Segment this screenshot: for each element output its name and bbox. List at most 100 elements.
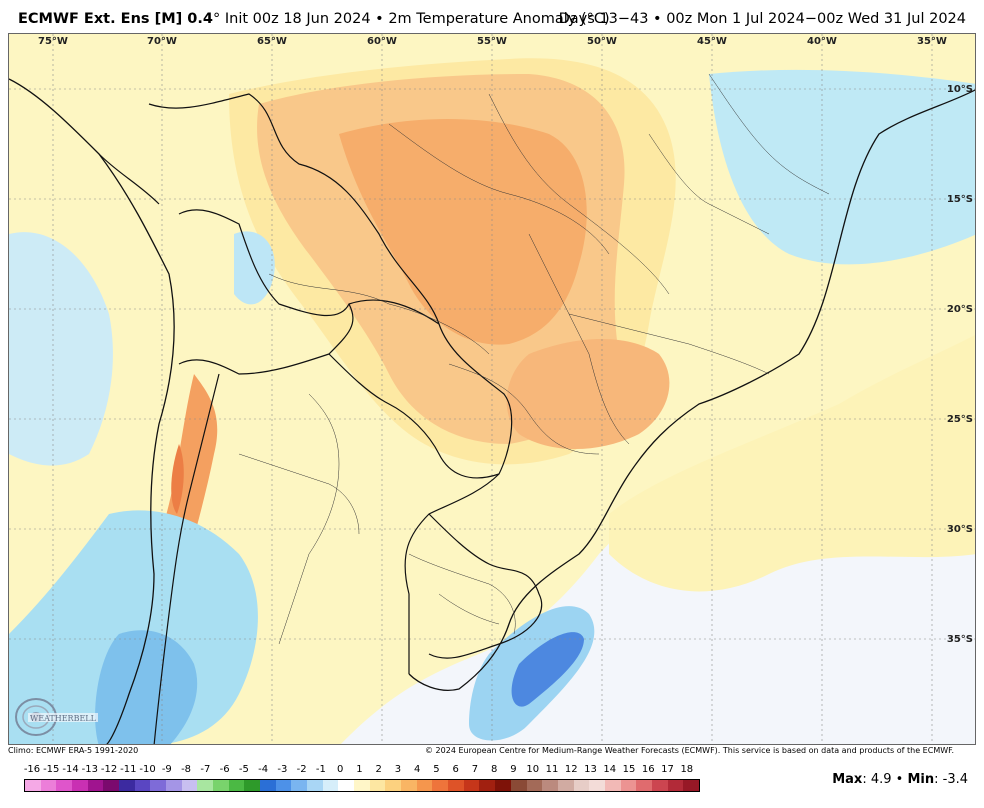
colorbar-tick-label: -12 bbox=[100, 764, 118, 775]
chart-title: ECMWF Ext. Ens [M] 0.4° Init 00z 18 Jun … bbox=[18, 11, 610, 27]
colorbar-tick-label: 4 bbox=[413, 764, 421, 775]
colorbar-tick-label: -4 bbox=[258, 764, 269, 775]
colorbar-swatch bbox=[134, 780, 151, 791]
colorbar-swatch bbox=[197, 780, 214, 791]
colorbar-swatch bbox=[620, 780, 637, 791]
colorbar-tick-label: 0 bbox=[336, 764, 344, 775]
colorbar-swatch bbox=[275, 780, 292, 791]
colorbar-tick-label: -11 bbox=[120, 764, 137, 775]
colorbar-swatch bbox=[103, 780, 120, 791]
latitude-labels: 10°S 15°S 20°S 25°S 30°S 35°S bbox=[947, 84, 973, 645]
colorbar-tick-label: 7 bbox=[471, 764, 479, 775]
lat-label: 20°S bbox=[947, 304, 973, 315]
colorbar-swatch bbox=[354, 780, 370, 791]
colorbar-swatch bbox=[510, 780, 527, 791]
copyright-credit: © 2024 European Centre for Medium-Range … bbox=[425, 746, 954, 755]
colorbar-swatch bbox=[72, 780, 88, 791]
anomaly-fill-cool-atlantic-core bbox=[511, 632, 584, 707]
lat-label: 25°S bbox=[947, 414, 973, 425]
lat-label: 10°S bbox=[947, 84, 973, 95]
colorbar-swatch bbox=[369, 780, 386, 791]
colorbar-tick-label: 15 bbox=[622, 764, 636, 775]
colorbar-swatch bbox=[87, 780, 104, 791]
colorbar-tick-label: -3 bbox=[277, 764, 288, 775]
colorbar-tick-label: 8 bbox=[491, 764, 498, 775]
colorbar-swatch bbox=[432, 780, 449, 791]
lon-label: 50°W bbox=[587, 36, 617, 47]
climo-credit: Climo: ECMWF ERA-5 1991-2020 bbox=[8, 746, 139, 755]
lon-label: 40°W bbox=[807, 36, 837, 47]
colorbar-swatch bbox=[636, 780, 652, 791]
colorbar-swatch bbox=[683, 780, 699, 791]
lon-label: 65°W bbox=[257, 36, 287, 47]
stats-separator: • bbox=[891, 772, 908, 787]
colorbar-tick-label: 1 bbox=[356, 764, 363, 775]
colorbar-tick-label: 9 bbox=[510, 764, 517, 775]
colorbar-swatch bbox=[322, 780, 339, 791]
colorbar-tick-label: -2 bbox=[296, 764, 307, 775]
colorbar-swatch bbox=[166, 780, 182, 791]
anomaly-fill-orange-east bbox=[506, 339, 670, 449]
colorbar-tick-label: -8 bbox=[181, 764, 192, 775]
colorbar-tick-label: 17 bbox=[661, 764, 674, 775]
colorbar-swatch bbox=[604, 780, 621, 791]
colorbar-swatch bbox=[589, 780, 605, 791]
colorbar-tick-label: 11 bbox=[545, 764, 559, 775]
colorbar-swatch bbox=[181, 780, 198, 791]
colorbar-swatch bbox=[526, 780, 543, 791]
colorbar-tick-label: 10 bbox=[526, 764, 540, 775]
colorbar-tick-label: -6 bbox=[219, 764, 230, 775]
colorbar-swatch bbox=[542, 780, 558, 791]
colorbar-tick-label: -13 bbox=[81, 764, 98, 775]
lon-label: 45°W bbox=[697, 36, 727, 47]
colorbar-tick-label: -9 bbox=[161, 764, 172, 775]
colorbar-tick-label: 16 bbox=[641, 764, 655, 775]
colorbar-swatch bbox=[307, 780, 323, 791]
colorbar-swatch bbox=[244, 780, 261, 791]
colorbar-swatch bbox=[291, 780, 308, 791]
colorbar bbox=[24, 779, 700, 792]
colorbar-swatch bbox=[557, 780, 574, 791]
colorbar-swatch bbox=[338, 780, 355, 791]
colorbar-swatch bbox=[228, 780, 245, 791]
min-label: Min bbox=[907, 772, 935, 787]
country-borders bbox=[98, 93, 543, 744]
colorbar-swatch bbox=[260, 780, 276, 791]
colorbar-swatch bbox=[119, 780, 135, 791]
colorbar-swatch bbox=[667, 780, 684, 791]
svg-text:WEATHERBELL: WEATHERBELL bbox=[30, 714, 97, 723]
valid-period: Days 13−43 • 00z Mon 1 Jul 2024−00z Wed … bbox=[558, 11, 966, 27]
colorbar-tick-label: 3 bbox=[394, 764, 402, 775]
lat-label: 30°S bbox=[947, 524, 973, 535]
max-value: : 4.9 bbox=[862, 772, 892, 787]
colorbar-swatch bbox=[651, 780, 668, 791]
colorbar-swatch bbox=[56, 780, 73, 791]
state-borders bbox=[238, 73, 830, 645]
colorbar-swatch bbox=[25, 780, 41, 791]
longitude-labels: 75°W 70°W 65°W 60°W 55°W 50°W 45°W 40°W … bbox=[38, 36, 947, 47]
colorbar-tick-label: 18 bbox=[680, 764, 694, 775]
colorbar-tick-label: -15 bbox=[43, 764, 60, 775]
colorbar-swatch bbox=[448, 780, 464, 791]
colorbar-swatch bbox=[479, 780, 496, 791]
colorbar-swatch bbox=[401, 780, 417, 791]
credits: Climo: ECMWF ERA-5 1991-2020 © 2024 Euro… bbox=[8, 746, 976, 758]
colorbar-swatch bbox=[573, 780, 590, 791]
anomaly-fill-andes-core bbox=[171, 444, 184, 514]
anomaly-fill-atlantic-pale bbox=[609, 335, 975, 592]
lon-label: 55°W bbox=[477, 36, 507, 47]
colorbar-swatch bbox=[150, 780, 167, 791]
colorbar-tick-label: 14 bbox=[603, 764, 617, 775]
colorbar-tick-label: -14 bbox=[62, 764, 79, 775]
colorbar-swatch bbox=[463, 780, 480, 791]
colorbar-tick-label: 5 bbox=[433, 764, 440, 775]
model-name: ECMWF Ext. Ens [M] 0.4 bbox=[18, 11, 213, 27]
colorbar-tick-label: 12 bbox=[564, 764, 578, 775]
lon-label: 60°W bbox=[367, 36, 397, 47]
init-and-variable: ° Init 00z 18 Jun 2024 • 2m Temperature … bbox=[213, 11, 610, 27]
colorbar-tick-label: -10 bbox=[139, 764, 156, 775]
colorbar-tick-label: 6 bbox=[452, 764, 459, 775]
colorbar-tick-label: -16 bbox=[23, 764, 41, 775]
lon-label: 70°W bbox=[147, 36, 177, 47]
anomaly-fill-orange-deep bbox=[339, 119, 587, 345]
